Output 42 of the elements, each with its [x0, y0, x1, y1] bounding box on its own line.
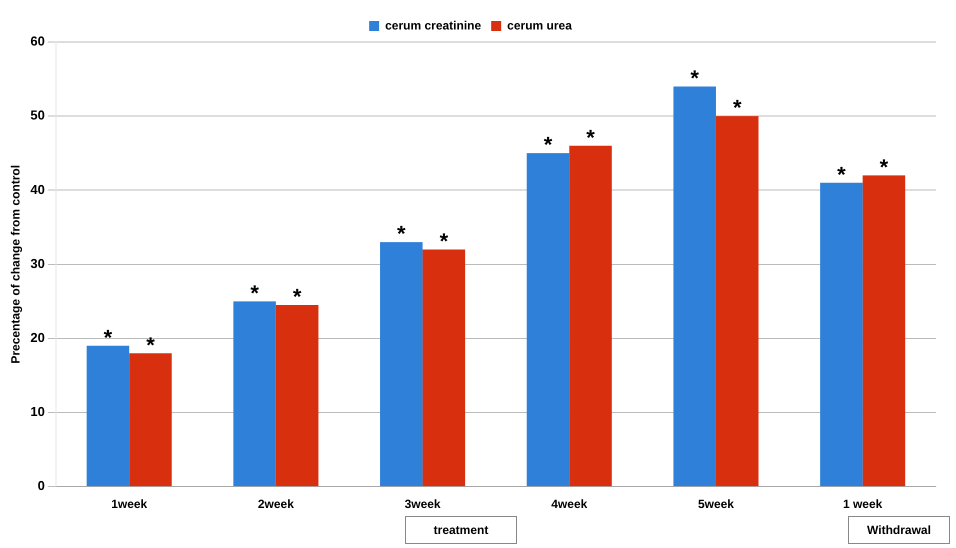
y-axis-title: Precentage of change from control: [8, 164, 23, 364]
data-label: *: [690, 66, 700, 91]
data-label: *: [250, 280, 260, 306]
y-tick-label: 40: [30, 182, 45, 197]
bar: [129, 353, 172, 486]
x-tick-label: 5week: [698, 497, 734, 512]
x-tick-label: 2week: [258, 497, 294, 512]
bar: [673, 86, 716, 486]
data-label: *: [397, 221, 406, 246]
legend-label: cerum creatinine: [385, 18, 482, 32]
data-label: *: [146, 332, 156, 358]
x-tick-label: 1 week: [842, 497, 883, 512]
y-tick-label: 20: [30, 330, 45, 345]
y-tick-label: 30: [30, 256, 45, 271]
bar: [569, 146, 612, 486]
legend-label: cerum urea: [507, 18, 572, 32]
bar: [380, 242, 423, 486]
bar: [86, 346, 130, 486]
bar: [276, 305, 318, 486]
data-label: *: [440, 228, 449, 254]
y-tick-label: 50: [30, 108, 45, 123]
bar: [422, 249, 466, 486]
text: treatment: [405, 516, 517, 544]
text: Withdrawal: [848, 516, 950, 544]
y-tick-label: 60: [30, 34, 45, 49]
y-tick-label: 0: [38, 478, 45, 494]
bar: [716, 116, 759, 486]
x-tick-label: 4week: [551, 497, 588, 512]
data-label: *: [586, 124, 596, 150]
data-label: *: [732, 95, 742, 120]
x-tick-label: 3week: [404, 497, 441, 512]
y-tick-label: 10: [30, 404, 45, 420]
data-label: *: [880, 154, 889, 180]
x-tick-label: 1week: [111, 497, 148, 512]
bar: [233, 301, 276, 486]
bar: [820, 182, 863, 486]
bar: [862, 175, 906, 486]
data-label: *: [837, 162, 846, 187]
data-label: *: [292, 284, 302, 310]
bar: [526, 153, 570, 486]
data-label: *: [104, 324, 113, 350]
data-label: *: [544, 132, 553, 158]
